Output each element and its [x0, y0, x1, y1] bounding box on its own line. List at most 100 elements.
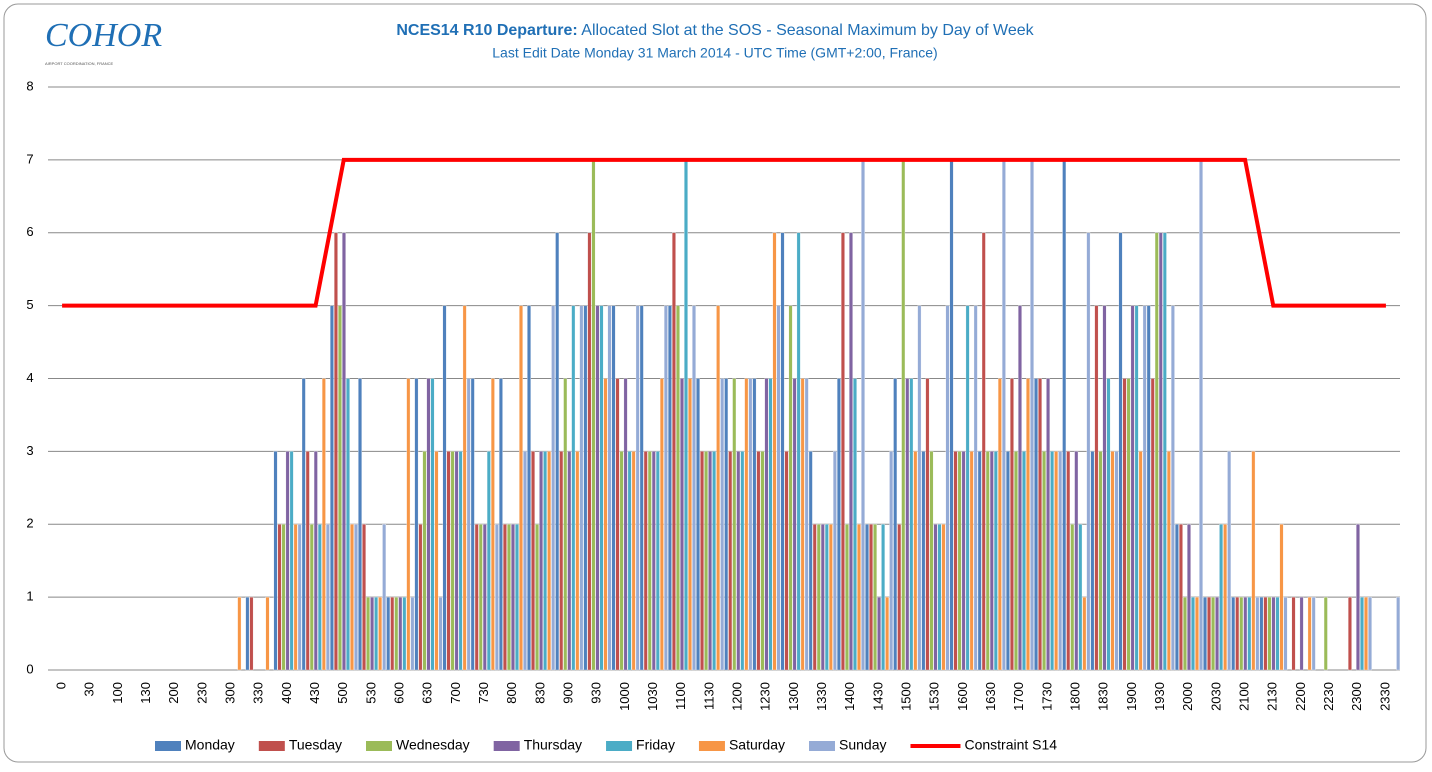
bar [668, 305, 672, 671]
bar [728, 451, 733, 671]
bar [981, 232, 986, 671]
bar [933, 524, 938, 671]
bar [1263, 596, 1268, 671]
x-tick-label: 1200 [730, 682, 745, 711]
legend-label: Saturday [729, 737, 785, 753]
y-tick-label: 1 [26, 589, 33, 604]
bar [567, 451, 572, 671]
bar [1106, 378, 1111, 671]
bar [861, 159, 865, 671]
bar [527, 305, 531, 671]
x-tick-label: 0 [54, 682, 69, 689]
bar [1275, 596, 1280, 671]
bar [1014, 451, 1018, 671]
x-tick-label: 1100 [673, 682, 688, 710]
bar [559, 451, 564, 671]
bar [342, 232, 346, 671]
bar [249, 596, 254, 671]
bar [756, 451, 761, 671]
bar [354, 524, 358, 671]
bar [889, 451, 894, 671]
bar [350, 524, 354, 671]
bar [1001, 159, 1006, 671]
bar [1360, 596, 1364, 671]
x-tick-label: 1830 [1096, 682, 1111, 711]
bar [442, 305, 447, 671]
bar [1239, 596, 1244, 671]
x-tick-label: 530 [363, 682, 378, 704]
bar [881, 524, 885, 671]
bar [1223, 524, 1228, 671]
bar [1179, 524, 1183, 671]
bar [1070, 524, 1075, 671]
bar [700, 451, 704, 671]
bar [853, 378, 857, 671]
bar [438, 596, 443, 671]
x-tick-label: 2000 [1180, 682, 1195, 711]
bar [627, 451, 632, 671]
bar [1134, 305, 1139, 671]
bar [647, 451, 652, 671]
legend-swatch [698, 741, 725, 751]
bar [478, 524, 483, 671]
bar [832, 451, 837, 671]
bar [285, 451, 290, 671]
bar [969, 451, 974, 671]
bar [1299, 596, 1304, 671]
bar [696, 378, 700, 671]
bar [977, 451, 982, 671]
bar [736, 451, 741, 671]
bar [503, 524, 507, 671]
bar [824, 524, 829, 671]
bar [410, 596, 415, 671]
bar [1207, 596, 1211, 671]
bar [1126, 378, 1131, 671]
bar [1146, 305, 1151, 671]
bar [466, 378, 471, 671]
x-tick-label: 2300 [1349, 682, 1364, 711]
x-tick-label: 2100 [1237, 682, 1252, 711]
bar [1102, 305, 1107, 671]
bar [659, 378, 664, 671]
bar [422, 451, 427, 671]
x-tick-label: 600 [392, 682, 407, 704]
title-bold: NCES14 R10 Departure: [396, 22, 577, 39]
bar [784, 451, 789, 671]
bar [1026, 378, 1030, 671]
bar [511, 524, 515, 671]
bar [474, 524, 479, 671]
bar [370, 596, 374, 671]
bar [724, 378, 729, 671]
bar [788, 305, 793, 671]
x-tick-label: 1800 [1068, 682, 1083, 711]
bar [1166, 451, 1171, 671]
bar [1030, 159, 1034, 671]
bar [583, 305, 588, 671]
bar [330, 305, 334, 671]
bar [961, 451, 966, 671]
bar [676, 305, 680, 671]
legend-label: Tuesday [289, 737, 342, 753]
x-tick-label: 200 [166, 682, 181, 704]
x-tick-label: 500 [335, 682, 350, 704]
bar [507, 524, 511, 671]
bar [362, 524, 366, 671]
bar [949, 159, 954, 671]
x-tick-label: 800 [504, 682, 519, 704]
y-tick-label: 0 [26, 661, 33, 676]
bar [945, 305, 950, 671]
bar [1058, 451, 1063, 671]
bar [1010, 378, 1014, 671]
bar [684, 159, 688, 671]
bar [599, 305, 604, 671]
bar [531, 451, 535, 671]
bar [325, 524, 330, 671]
x-tick-label: 330 [251, 682, 266, 704]
bar [591, 159, 596, 671]
bar [1307, 596, 1312, 671]
bar [905, 378, 910, 671]
bar [1271, 596, 1276, 671]
bar [1247, 596, 1252, 671]
logo-caption: AIRPORT COORDINATION, FRANCE [45, 61, 114, 66]
